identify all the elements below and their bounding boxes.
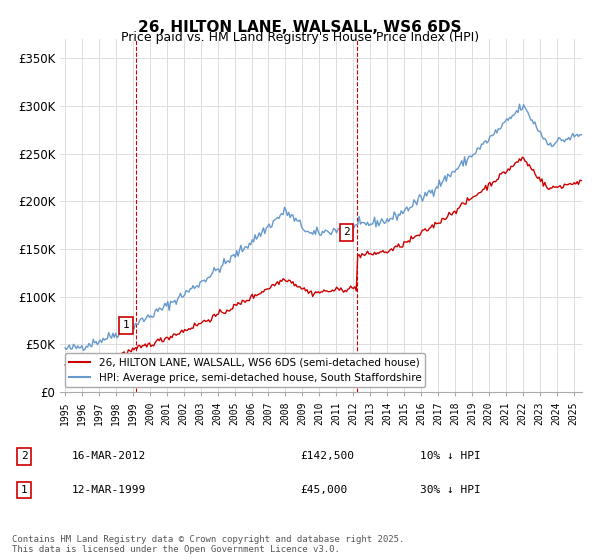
Text: 12-MAR-1999: 12-MAR-1999 (72, 485, 146, 495)
Text: £45,000: £45,000 (300, 485, 347, 495)
Text: 2: 2 (343, 227, 350, 237)
Text: 16-MAR-2012: 16-MAR-2012 (72, 451, 146, 461)
Text: 1: 1 (20, 485, 28, 495)
Legend: 26, HILTON LANE, WALSALL, WS6 6DS (semi-detached house), HPI: Average price, sem: 26, HILTON LANE, WALSALL, WS6 6DS (semi-… (65, 353, 425, 387)
Text: 1: 1 (123, 320, 130, 330)
Text: 30% ↓ HPI: 30% ↓ HPI (420, 485, 481, 495)
Text: Contains HM Land Registry data © Crown copyright and database right 2025.
This d: Contains HM Land Registry data © Crown c… (12, 535, 404, 554)
Text: Price paid vs. HM Land Registry's House Price Index (HPI): Price paid vs. HM Land Registry's House … (121, 31, 479, 44)
Text: 2: 2 (20, 451, 28, 461)
Text: 10% ↓ HPI: 10% ↓ HPI (420, 451, 481, 461)
Text: 26, HILTON LANE, WALSALL, WS6 6DS: 26, HILTON LANE, WALSALL, WS6 6DS (138, 20, 462, 35)
Text: £142,500: £142,500 (300, 451, 354, 461)
